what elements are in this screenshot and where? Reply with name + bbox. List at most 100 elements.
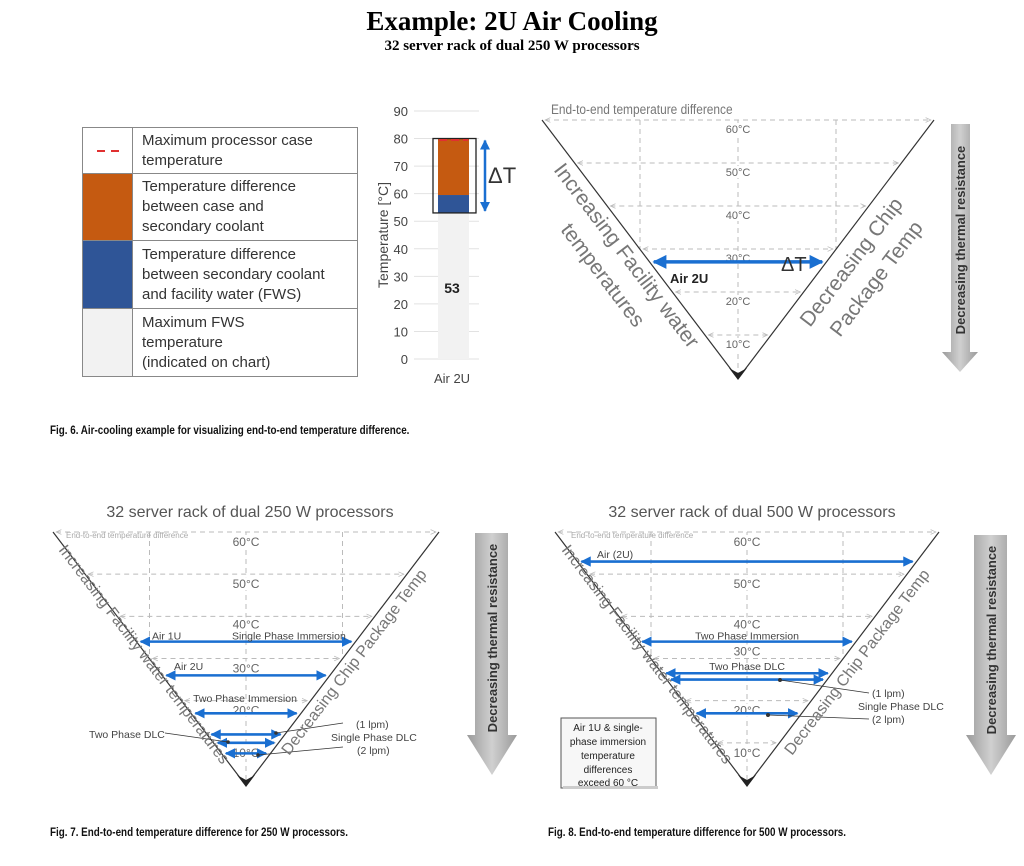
fig8-leader-lines xyxy=(767,679,870,720)
fig6-resistance-label: Decreasing thermal resistance xyxy=(953,146,968,335)
fig7-2lpm-label: (2 lpm) xyxy=(357,745,390,757)
temperature-grid-label: 30°C xyxy=(734,645,761,659)
legend-row: Maximum FWS temperature (indicated on ch… xyxy=(82,308,358,377)
fig8-note-line: phase immersion xyxy=(570,737,646,748)
temperature-grid-label: 20°C xyxy=(233,704,260,718)
blue-swatch xyxy=(82,240,133,309)
fig7-right-label: Decreasing Chip Package Temp xyxy=(279,566,431,758)
fig7-leader-lines xyxy=(164,722,344,756)
fig7-resistance-label: Decreasing thermal resistance xyxy=(485,544,500,733)
bar-y-tick-label: 10 xyxy=(394,324,408,339)
figure-subtitle: 32 server rack of dual 250 W processors xyxy=(384,38,640,54)
fig8-air2u-label: Air (2U) xyxy=(597,549,633,561)
fig8-2lpm-label: (2 lpm) xyxy=(872,714,905,726)
fig7-title: 32 server rack of dual 250 W processors xyxy=(106,504,393,521)
temperature-grid-label: 50°C xyxy=(726,167,751,179)
bar-y-tick-label: 0 xyxy=(401,352,408,367)
bar-delta-t-label: ΔT xyxy=(488,163,516,188)
legend-label: Temperature difference between secondary… xyxy=(132,240,358,309)
fig8-tpdlc-label: Two Phase DLC xyxy=(709,661,785,673)
right-v-side xyxy=(247,531,440,784)
fig8-resistance-label: Decreasing thermal resistance xyxy=(984,546,999,735)
fig8-right-label: Decreasing Chip Package Temp xyxy=(782,566,934,758)
fig7-spi-label: Single Phase Immersion xyxy=(232,631,346,643)
fig7-thermal-resistance-arrow xyxy=(467,533,517,775)
bar-y-tick-label: 90 xyxy=(394,104,408,119)
bar-segment xyxy=(438,138,469,196)
bar-y-tick-label: 80 xyxy=(394,132,408,147)
grey-swatch xyxy=(82,308,133,377)
fig8-header: End-to-end temperature difference xyxy=(571,531,694,540)
gridlabel-bg xyxy=(724,123,752,135)
legend-label: Maximum processor case temperature xyxy=(132,127,358,174)
gridlabel-bg xyxy=(232,577,260,591)
legend-table: Maximum processor case temperature Tempe… xyxy=(82,127,358,377)
fig7-1lpm-label: (1 lpm) xyxy=(356,719,389,731)
fig6-header: End-to-end temperature difference xyxy=(551,101,733,117)
temperature-grid-label: 20°C xyxy=(726,296,751,308)
fig7-tpdlc-label: Two Phase DLC xyxy=(89,729,165,741)
bar-y-axis-label: Temperature [°C] xyxy=(375,182,391,288)
fig8-title: 32 server rack of dual 500 W processors xyxy=(608,504,895,521)
gridlabel-bg xyxy=(724,209,752,221)
bar-y-tick-label: 60 xyxy=(394,187,408,202)
fig7-air1u-label: Air 1U xyxy=(152,631,181,643)
fig8-v-diagram: 60°C 50°C 40°C 30°C 20°C 10°C xyxy=(554,531,940,787)
bar-y-tick-label: 70 xyxy=(394,159,408,174)
fig8-caption: Fig. 8. End-to-end temperature differenc… xyxy=(548,825,847,839)
temperature-grid-label: 50°C xyxy=(233,577,260,591)
temperature-grid-label: 50°C xyxy=(734,577,761,591)
bar-category-label: Air 2U xyxy=(434,371,470,386)
gridlabel-bg xyxy=(724,338,752,350)
temperature-grid-label: 20°C xyxy=(734,704,761,718)
delta-t-box xyxy=(432,137,477,214)
fig7-caption: Fig. 7. End-to-end temperature differenc… xyxy=(50,825,349,839)
gridlabel-bg xyxy=(724,166,752,178)
temperature-grid-label: 40°C xyxy=(734,617,761,631)
temperature-grid-label: 60°C xyxy=(726,124,751,136)
fig8-leader-dots xyxy=(766,678,782,717)
bar-y-tick-label: 30 xyxy=(394,269,408,284)
legend-row: Maximum processor case temperature xyxy=(82,127,358,174)
fig7-leader-dots xyxy=(226,731,278,757)
fig7-v-diagram: 60°C50°C40°C30°C20°C10°C xyxy=(52,531,440,787)
right-v-side xyxy=(748,531,940,784)
gridlabel-bg xyxy=(733,617,761,631)
gridlabel-bg xyxy=(232,617,260,631)
bar-y-tick-label: 50 xyxy=(394,214,408,229)
left-v-side xyxy=(52,531,245,784)
temperature-grid-label: 30°C xyxy=(233,662,260,676)
bar-data-label: 53 xyxy=(444,280,460,296)
fig7-tpi-label: Two Phase Immersion xyxy=(193,693,297,705)
legend-label: Maximum FWS temperature (indicated on ch… xyxy=(132,308,358,377)
fig8-note-line: differences xyxy=(584,765,633,776)
fig8-note-box xyxy=(560,717,658,789)
temperature-grid-label: 10°C xyxy=(734,746,761,760)
bar-segment xyxy=(438,212,469,359)
fig8-thermal-resistance-arrow xyxy=(966,535,1016,775)
bar-chart: 0 10 20 30 40 50 60 70 80 90 xyxy=(394,104,490,367)
fig8-note-line: exceed 60 °C xyxy=(578,778,638,789)
fig8-tpi-label: Two Phase Immersion xyxy=(695,631,799,643)
apex-arrowhead-icon xyxy=(237,775,255,787)
gridlabel-bg xyxy=(232,535,260,548)
fig8-1lpm-label: (1 lpm) xyxy=(872,688,905,700)
fig7-header: End-to-end temperature difference xyxy=(66,531,189,540)
fig7-spdlc-label: Single Phase DLC xyxy=(331,732,417,744)
fig6-v-diagram: 60°C50°C40°C30°C20°C10°C xyxy=(541,119,935,380)
fig6-caption: Fig. 6. Air-cooling example for visualiz… xyxy=(50,423,410,437)
fig6-air2u-label: Air 2U xyxy=(670,271,708,286)
fig8-note-line: temperature xyxy=(581,751,635,762)
temperature-grid-label: 60°C xyxy=(233,535,260,549)
legend-row: Temperature difference between secondary… xyxy=(82,240,358,309)
bar-segment xyxy=(438,195,469,213)
fig6-delta-t: ΔT xyxy=(781,254,807,276)
left-v-side xyxy=(554,531,746,784)
fig6-thermal-resistance-arrow xyxy=(942,124,978,372)
left-v-side xyxy=(541,119,737,377)
apex-arrowhead-icon xyxy=(729,368,747,380)
gridlabel-bg xyxy=(733,644,761,658)
gridlabel-bg xyxy=(733,745,761,759)
fig7-air2u-label: Air 2U xyxy=(174,661,203,673)
